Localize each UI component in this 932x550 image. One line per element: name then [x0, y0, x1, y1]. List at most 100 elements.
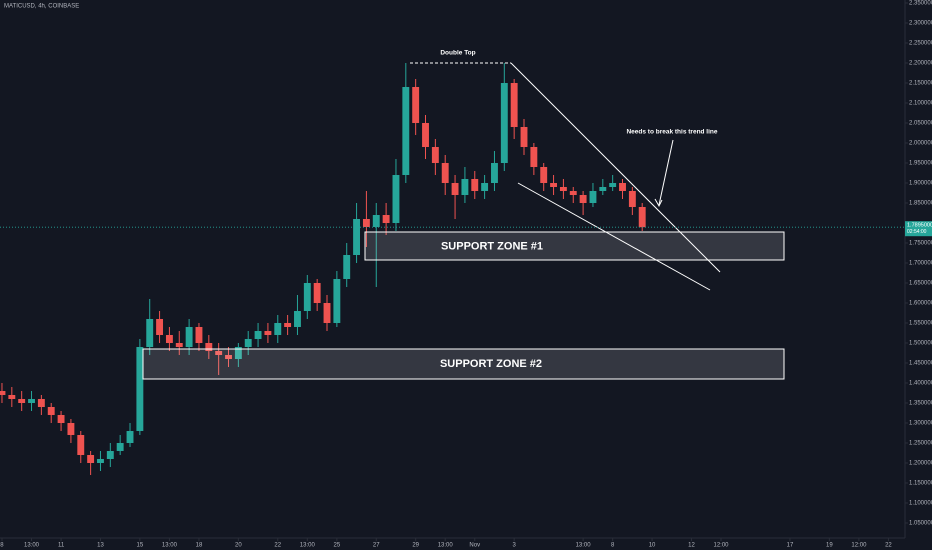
candle-body	[234, 347, 242, 359]
candle-body	[294, 311, 301, 327]
x-tick-label: 13:00	[438, 543, 454, 549]
candle-body	[175, 343, 183, 347]
arrow	[658, 139, 674, 206]
candle-body	[57, 415, 65, 423]
candle-body	[579, 195, 587, 203]
y-tick-label: 2.15000000	[909, 81, 932, 87]
x-tick-label: 22	[274, 543, 281, 549]
candle-body	[225, 355, 232, 359]
candle-body	[146, 319, 154, 347]
x-tick-label: 19	[826, 543, 833, 549]
y-tick-label: 1.50000000	[909, 341, 932, 347]
candle-body	[37, 399, 45, 407]
candle-body	[628, 191, 636, 207]
y-tick-label: 1.65000000	[909, 281, 932, 287]
candle-body	[67, 423, 75, 435]
y-tick-label: 2.30000000	[909, 21, 932, 27]
y-tick-label: 2.05000000	[909, 121, 932, 127]
y-tick-label: 1.40000000	[909, 381, 932, 387]
arrow-head	[654, 198, 663, 208]
x-tick-label: 15	[137, 543, 144, 549]
candle-body	[559, 187, 567, 191]
y-tick-label: 1.20000000	[909, 461, 932, 467]
candle-body	[619, 183, 626, 191]
x-tick-label: 13:00	[576, 543, 592, 549]
candle-body	[589, 191, 597, 203]
support-zone-2	[142, 348, 785, 380]
annotation: Needs to break this trend line	[626, 129, 717, 136]
support-zone-1	[364, 231, 785, 261]
candle-body	[215, 351, 223, 355]
candle-body	[185, 327, 193, 347]
y-tick-label: 1.45000000	[909, 361, 932, 367]
candle-body	[165, 335, 173, 343]
candle-body	[195, 327, 203, 343]
countdown-label: 02:54:00	[907, 229, 927, 235]
y-tick-label: 1.85000000	[909, 201, 932, 207]
candle-body	[471, 179, 479, 191]
x-tick-label: 18	[196, 543, 203, 549]
x-tick-label: 3	[512, 543, 516, 549]
x-tick-label: 22	[885, 543, 892, 549]
y-tick-label: 2.10000000	[909, 101, 932, 107]
candle-body	[116, 443, 124, 451]
candle-body	[392, 175, 400, 223]
candle-body	[205, 343, 213, 351]
trend-line	[510, 62, 721, 273]
y-tick-label: 1.70000000	[909, 261, 932, 267]
candle-body	[441, 163, 449, 183]
x-tick-label: 13:00	[24, 543, 40, 549]
candle-body	[97, 459, 104, 463]
candle-body	[323, 303, 331, 323]
candle-body	[106, 451, 114, 459]
candle-body	[412, 87, 420, 123]
candle-body	[156, 319, 164, 335]
y-tick-label: 1.30000000	[909, 421, 932, 427]
x-tick-label: 11	[58, 543, 65, 549]
candle-body	[550, 183, 558, 187]
x-tick-label: 8	[0, 543, 4, 549]
candle-body	[8, 395, 16, 399]
candle-body	[28, 399, 35, 403]
x-tick-label: 12	[688, 543, 695, 549]
candle-body	[422, 123, 429, 147]
x-tick-label: 12:00	[713, 543, 729, 549]
candle-body	[47, 407, 55, 415]
candle-body	[313, 283, 321, 303]
candle-body	[244, 339, 252, 347]
y-tick-label: 2.20000000	[909, 61, 932, 67]
candle-body	[87, 455, 95, 463]
y-tick-label: 1.05000000	[909, 521, 932, 527]
trend-line	[517, 182, 711, 291]
y-tick-label: 1.75000000	[909, 241, 932, 247]
candle-body	[638, 207, 646, 228]
candle-body	[362, 219, 370, 227]
price-tag	[905, 221, 932, 237]
zone-label: SUPPORT ZONE #1	[441, 240, 543, 252]
candle-body	[353, 219, 361, 255]
candle-body	[609, 183, 617, 187]
x-tick-label: 27	[373, 543, 380, 549]
x-tick-label: 10	[649, 543, 656, 549]
x-tick-label: Nov	[469, 543, 480, 549]
y-tick-label: 2.35000000	[909, 1, 932, 7]
candle-body	[402, 87, 410, 175]
candle-body	[510, 83, 518, 127]
x-tick-label: 29	[412, 543, 419, 549]
x-tick-label: 13:00	[162, 543, 178, 549]
x-tick-label: 17	[787, 543, 794, 549]
candle-body	[77, 435, 85, 455]
y-tick-label: 1.95000000	[909, 161, 932, 167]
candle-body	[254, 331, 262, 339]
candle-body	[451, 183, 459, 195]
candle-body	[372, 215, 380, 227]
chart-title: MATICUSD, 4h, COINBASE	[4, 4, 79, 10]
zone-label: SUPPORT ZONE #2	[440, 358, 542, 370]
candle-body	[461, 179, 469, 195]
candle-body	[540, 167, 548, 183]
candle-body	[18, 399, 26, 403]
candle-body	[303, 283, 311, 311]
y-tick-label: 1.15000000	[909, 481, 932, 487]
